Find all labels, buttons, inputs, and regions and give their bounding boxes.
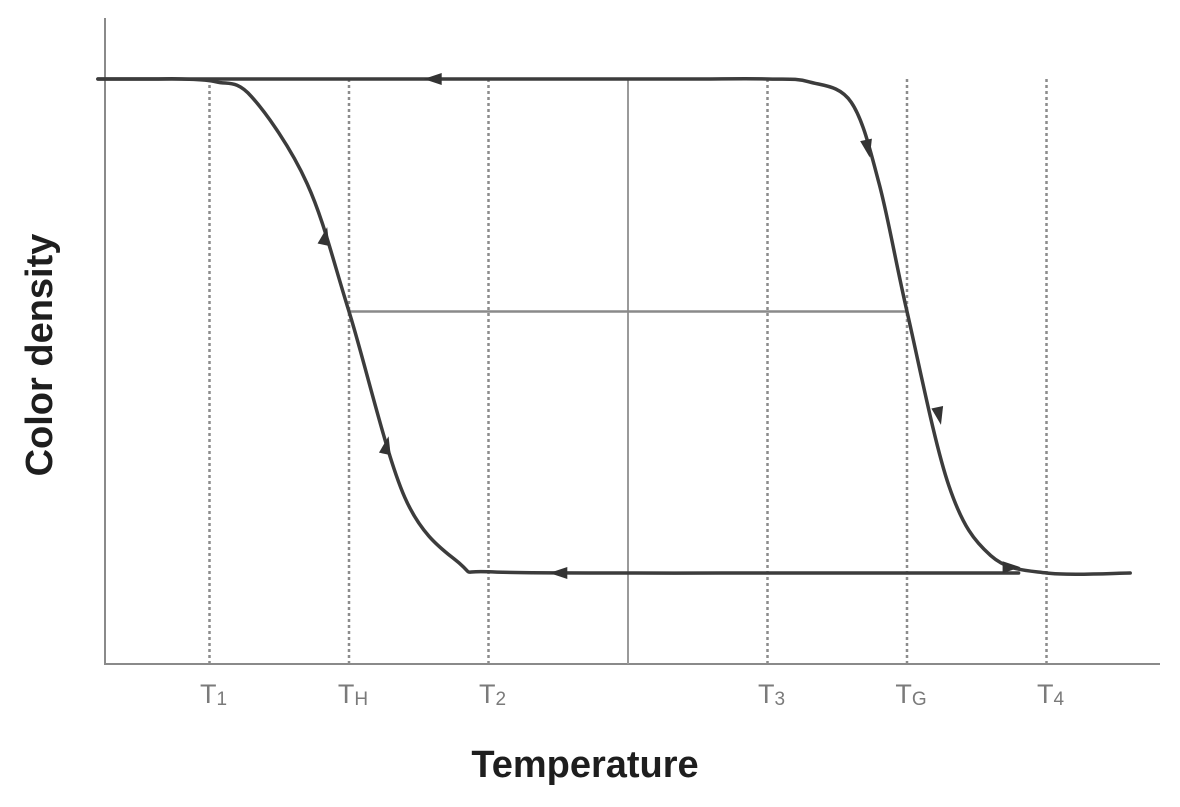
x-tick-label-4: TG	[895, 679, 926, 710]
x-tick-sub-3: 3	[774, 689, 785, 710]
x-tick-label-5: T4	[1037, 679, 1065, 710]
arrow-cooling-rise	[317, 227, 330, 246]
x-tick-main-2: T	[479, 679, 496, 709]
x-tick-main-3: T	[758, 679, 775, 709]
x-tick-label-2: T2	[479, 679, 506, 710]
arrow-top-left-head	[423, 73, 442, 85]
arrow-top-left	[423, 73, 442, 85]
x-tick-main-5: T	[1037, 679, 1054, 709]
x-tick-sub-1: H	[354, 689, 368, 710]
arrow-heating-lower	[931, 406, 944, 425]
arrow-heating-lower-head	[931, 406, 944, 425]
axes	[104, 18, 1160, 665]
x-tick-sub-2: 2	[495, 689, 506, 710]
x-tick-sub-5: 4	[1053, 689, 1064, 710]
arrow-cooling-lower	[378, 436, 391, 456]
x-tick-sub-0: 1	[216, 689, 227, 710]
x-tick-label-0: T1	[200, 679, 227, 710]
arrow-cooling-lower-head	[378, 436, 391, 456]
x-axis-title: Temperature	[471, 744, 698, 786]
arrow-heating-end	[1002, 561, 1021, 574]
x-tick-sub-4: G	[912, 689, 927, 710]
x-tick-main-4: T	[895, 679, 912, 709]
x-tick-label-3: T3	[758, 679, 785, 710]
x-tick-main-1: T	[338, 679, 355, 709]
arrow-heating-end-head	[1002, 561, 1021, 574]
x-tick-label-1: TH	[338, 679, 368, 710]
direction-arrows	[317, 73, 1021, 579]
curve-heating	[96, 77, 1132, 577]
arrow-heating-upper	[860, 138, 872, 158]
arrow-bottom-right	[549, 567, 568, 579]
curves	[96, 77, 1132, 577]
x-tick-labels: T1 TH T2 T3 TG T4	[200, 679, 1065, 710]
arrow-cooling-rise-head	[317, 227, 330, 246]
reference-lines	[208, 79, 1048, 664]
x-tick-main-0: T	[200, 679, 217, 709]
arrow-heating-upper-head	[860, 138, 872, 158]
arrow-bottom-right-head	[549, 567, 568, 579]
curve-cooling	[96, 77, 1021, 575]
y-axis-title: Color density	[19, 234, 61, 477]
